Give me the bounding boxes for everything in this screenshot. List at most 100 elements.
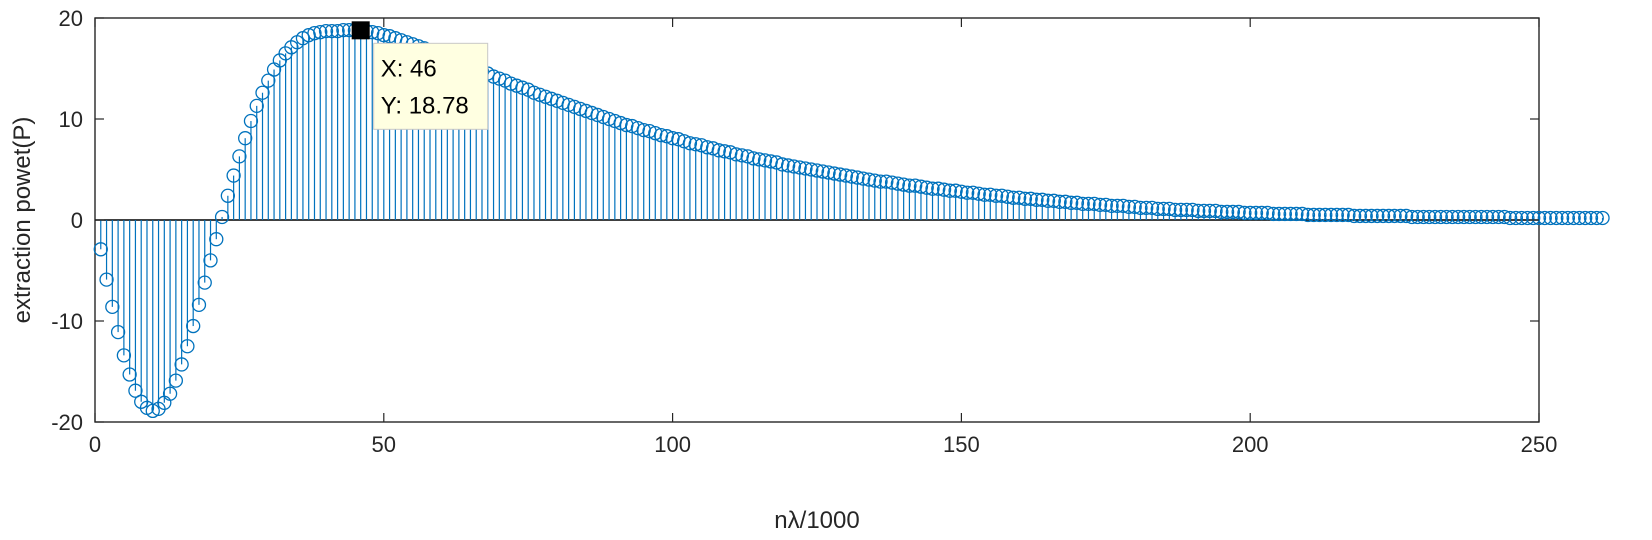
stem-marker <box>209 232 224 247</box>
stem-marker <box>1000 189 1015 204</box>
stem-marker <box>1456 209 1472 225</box>
stem-marker <box>948 183 963 198</box>
stem-marker <box>1439 209 1454 225</box>
x-tick-label: 0 <box>89 432 101 457</box>
stem-marker <box>168 373 184 388</box>
stem-marker <box>971 186 986 201</box>
stem-marker <box>307 26 322 41</box>
x-tick-label: 200 <box>1232 432 1269 457</box>
stem-marker <box>919 180 934 195</box>
stem-marker <box>1520 210 1535 226</box>
stem-marker <box>128 383 143 398</box>
stem-marker <box>1393 208 1408 224</box>
stem-marker <box>1081 196 1096 211</box>
stem-marker <box>936 182 952 197</box>
stem-marker <box>1474 209 1489 225</box>
stem-marker <box>220 188 235 203</box>
data-tip-y: Y: 18.78 <box>381 92 469 119</box>
stem-marker <box>746 151 761 166</box>
stem-marker <box>1468 209 1483 225</box>
stem-marker <box>197 275 212 290</box>
stem-marker <box>1399 208 1414 224</box>
stem-marker <box>902 178 917 193</box>
stem-marker <box>757 153 773 168</box>
stem-marker <box>1087 196 1102 211</box>
stem-marker <box>913 179 929 194</box>
stem-marker <box>255 85 270 100</box>
stem-marker <box>93 242 108 257</box>
stem-marker <box>1069 195 1085 210</box>
stem-marker <box>1375 208 1391 224</box>
stem-marker <box>1271 206 1287 222</box>
stem-marker <box>1300 207 1316 223</box>
stem-marker <box>1173 202 1189 218</box>
stem-marker <box>249 98 264 114</box>
stem-marker <box>99 272 114 287</box>
stem-marker <box>1167 202 1183 218</box>
data-tip-x: X: 46 <box>381 55 437 82</box>
stem-marker <box>994 188 1009 203</box>
stem-marker <box>1312 207 1327 223</box>
stem-marker <box>1410 209 1425 225</box>
x-tick-label: 250 <box>1521 432 1558 457</box>
stem-marker <box>1549 210 1564 226</box>
y-tick-label: -10 <box>51 309 83 334</box>
stem-marker <box>313 24 328 40</box>
stem-marker <box>1150 201 1165 217</box>
stem-marker <box>1370 208 1385 224</box>
stem-marker <box>850 170 865 185</box>
stem-marker <box>711 143 726 158</box>
stem-marker <box>1243 205 1258 221</box>
stem-marker <box>1248 205 1264 221</box>
stem-marker <box>174 357 189 372</box>
stem-marker <box>1191 203 1206 219</box>
stem-marker <box>1098 197 1113 213</box>
stem-marker <box>1352 208 1368 224</box>
stem-marker <box>1289 206 1304 222</box>
stem-marker <box>786 159 802 174</box>
stem-marker <box>977 187 992 202</box>
stem-marker <box>988 188 1004 203</box>
stem-marker <box>1306 207 1321 223</box>
stem-marker <box>1017 191 1033 206</box>
y-tick-label: 20 <box>59 6 83 31</box>
stem-marker <box>861 172 877 187</box>
stem-marker <box>1543 210 1558 226</box>
stem-marker <box>1035 192 1050 207</box>
data-tip[interactable]: X: 46 Y: 18.78 <box>351 21 489 130</box>
y-tick-label: 10 <box>59 107 83 132</box>
stem-marker <box>1526 210 1541 226</box>
stem-marker <box>879 174 894 189</box>
stem-marker <box>1162 201 1177 217</box>
stem-marker <box>821 165 836 180</box>
stem-marker <box>896 177 911 192</box>
stem-marker <box>960 185 975 200</box>
stem-marker <box>1416 209 1431 225</box>
stem-marker <box>1502 210 1518 226</box>
stem-marker <box>1092 197 1108 213</box>
stem-marker <box>809 163 825 178</box>
stem-marker <box>890 176 906 191</box>
stem-marker <box>1214 204 1229 220</box>
stem-marker <box>336 22 351 38</box>
y-tick-label: 0 <box>71 208 83 233</box>
stem-marker <box>682 136 698 151</box>
stem-marker <box>1266 206 1281 222</box>
stem-marker <box>1046 193 1061 208</box>
stem-marker <box>1277 206 1293 222</box>
stem-marker <box>1450 209 1466 225</box>
stem-marker <box>942 183 957 198</box>
stem-marker <box>798 161 813 176</box>
stem-marker <box>1364 208 1379 224</box>
stem-marker <box>318 23 334 39</box>
stem-marker <box>867 173 882 188</box>
stem-marker <box>1433 209 1448 225</box>
stem-marker <box>1127 199 1142 215</box>
stem-marker <box>983 187 998 202</box>
stem-marker <box>925 181 940 196</box>
stem-marker <box>1508 210 1524 226</box>
x-tick-label: 50 <box>372 432 396 457</box>
data-tip-box <box>373 42 489 130</box>
stem-marker <box>1052 194 1067 209</box>
